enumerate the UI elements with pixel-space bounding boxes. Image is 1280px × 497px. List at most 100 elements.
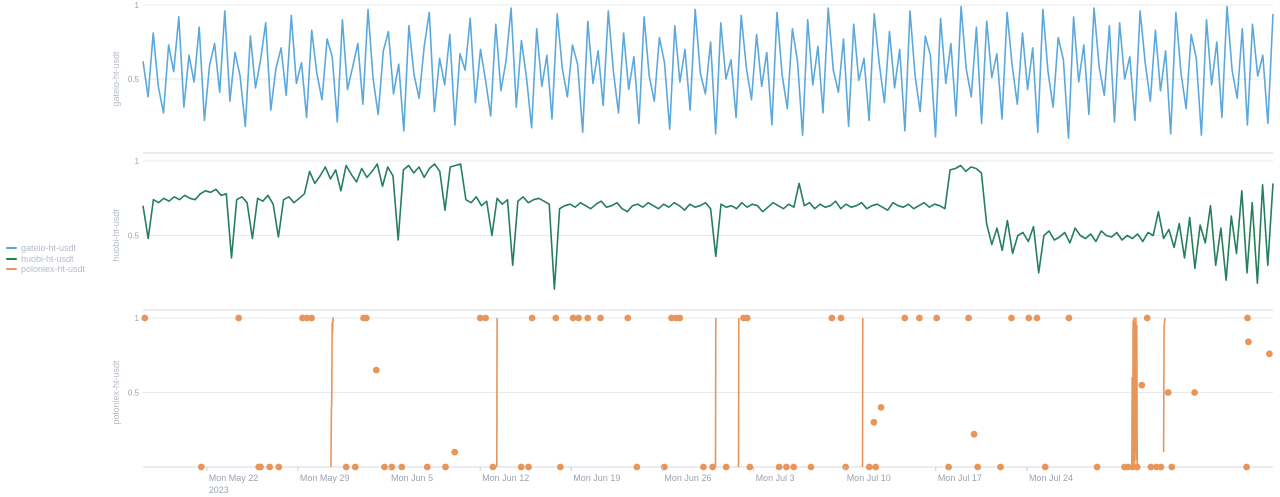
- data-point-2-33: [624, 314, 632, 322]
- data-point-2-4: [257, 463, 264, 471]
- data-point-2-16: [388, 463, 396, 471]
- ytick-label-1-0: 0.5: [128, 232, 140, 241]
- data-point-2-14: [372, 366, 380, 374]
- legend-label-huobi: huobi-ht-usdt: [21, 253, 74, 264]
- ytick-label-0-1: 1: [135, 1, 140, 10]
- data-point-2-21: [476, 314, 484, 322]
- data-point-2-46: [783, 463, 790, 471]
- data-point-2-45: [775, 463, 783, 471]
- data-point-2-61: [970, 430, 978, 438]
- data-point-2-58: [933, 314, 941, 322]
- data-point-2-41: [722, 463, 730, 471]
- data-point-2-59: [945, 463, 952, 471]
- data-point-2-66: [1033, 314, 1041, 322]
- data-point-2-65: [1025, 314, 1033, 322]
- data-point-2-73: [1133, 463, 1141, 471]
- legend-label-gateio: gateio-ht-usdt: [21, 243, 77, 254]
- data-point-2-55: [877, 404, 885, 411]
- data-point-2-83: [1245, 338, 1252, 346]
- data-point-2-51: [842, 463, 849, 471]
- data-point-2-26: [528, 314, 536, 322]
- xtick-label-8: Mon Jul 17: [938, 473, 982, 483]
- data-point-2-54: [872, 463, 880, 471]
- ytick-label-2-0: 0.5: [128, 389, 140, 398]
- data-point-2-20: [451, 448, 459, 456]
- series-segment-2-6: [1162, 317, 1166, 453]
- series-line-1-0: [142, 163, 1274, 290]
- data-point-2-34: [633, 463, 641, 471]
- legend-item-huobi[interactable]: huobi-ht-usdt: [6, 254, 85, 265]
- series-line-0-0: [142, 5, 1274, 139]
- data-point-2-9: [308, 314, 315, 322]
- data-point-2-44: [746, 463, 754, 471]
- data-point-2-52: [865, 463, 873, 471]
- data-point-2-13: [362, 314, 370, 322]
- data-point-2-27: [552, 314, 560, 322]
- data-point-2-0: [141, 314, 149, 322]
- data-point-2-18: [423, 463, 431, 471]
- data-point-2-63: [997, 463, 1004, 471]
- data-point-2-78: [1157, 463, 1165, 471]
- xtick-label-6: Mon Jul 3: [756, 473, 795, 483]
- data-point-2-60: [965, 314, 972, 322]
- data-point-2-43: [743, 314, 751, 322]
- data-point-2-24: [517, 463, 525, 471]
- data-point-2-68: [1065, 314, 1073, 322]
- ytick-label-1-1: 1: [135, 157, 140, 166]
- data-point-2-15: [381, 463, 388, 471]
- data-point-2-74: [1138, 381, 1146, 389]
- legend-swatch-poloniex: [6, 268, 17, 271]
- data-point-2-23: [489, 463, 497, 471]
- xtick-label-9: Mon Jul 24: [1029, 473, 1073, 483]
- data-point-2-79: [1164, 389, 1172, 396]
- ytick-label-0-0: 0.5: [128, 75, 140, 84]
- xtick-label-2: Mon Jun 5: [391, 473, 433, 483]
- data-point-2-6: [275, 463, 283, 471]
- ylabel-2: poloniex-ht-usdt: [111, 360, 121, 425]
- data-point-2-22: [482, 314, 489, 322]
- xtick-label-5: Mon Jun 26: [664, 473, 711, 483]
- data-point-2-82: [1244, 314, 1251, 322]
- data-point-2-75: [1143, 314, 1151, 322]
- data-point-2-39: [700, 463, 707, 471]
- data-point-2-84: [1243, 463, 1250, 471]
- xtick-label-4: Mon Jun 19: [573, 473, 620, 483]
- data-point-2-30: [575, 314, 582, 322]
- data-point-2-53: [870, 418, 878, 426]
- data-point-2-35: [660, 463, 668, 471]
- data-point-2-48: [807, 463, 815, 471]
- data-point-2-29: [569, 314, 577, 322]
- data-point-2-57: [916, 314, 923, 322]
- data-point-2-81: [1191, 389, 1198, 396]
- data-point-2-28: [557, 463, 564, 471]
- data-point-2-50: [837, 314, 845, 322]
- series-segment-2-5: [1131, 317, 1138, 468]
- data-point-2-67: [1041, 463, 1049, 471]
- data-point-2-64: [1008, 314, 1015, 322]
- legend-item-gateio[interactable]: gateio-ht-usdt: [6, 243, 85, 254]
- data-point-2-10: [342, 463, 350, 471]
- data-point-2-19: [442, 463, 449, 471]
- data-point-2-62: [974, 463, 982, 471]
- xtick-label-0: Mon May 22: [209, 473, 259, 483]
- data-point-2-2: [235, 314, 243, 322]
- data-point-2-17: [398, 463, 406, 471]
- xtick-label-3: Mon Jun 12: [482, 473, 529, 483]
- data-point-2-85: [1266, 350, 1273, 358]
- data-point-2-5: [266, 463, 274, 471]
- data-point-2-1: [197, 463, 205, 471]
- data-point-2-32: [597, 314, 604, 322]
- data-point-2-47: [790, 463, 798, 471]
- data-point-2-80: [1168, 463, 1176, 471]
- data-point-2-49: [828, 314, 836, 322]
- data-point-2-69: [1093, 463, 1101, 471]
- data-point-2-56: [901, 314, 909, 322]
- xtick-sublabel-0: 2023: [209, 485, 229, 495]
- data-point-2-25: [525, 463, 532, 471]
- legend-item-poloniex[interactable]: poloniex-ht-usdt: [6, 264, 85, 275]
- data-point-2-40: [709, 463, 716, 471]
- data-point-2-31: [584, 314, 592, 322]
- series-segment-2-0: [330, 317, 335, 468]
- xtick-label-7: Mon Jul 10: [847, 473, 891, 483]
